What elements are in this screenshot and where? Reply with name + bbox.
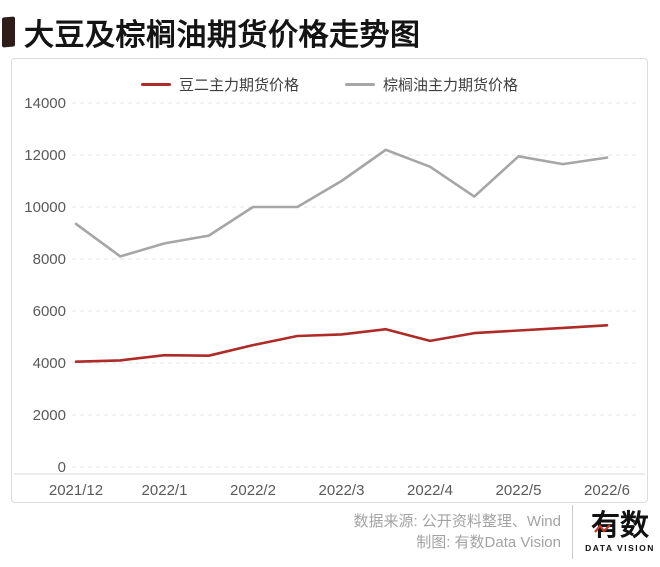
footer: 数据来源: 公开资料整理、Wind 制图: 有数Data Vision 有数 D… bbox=[353, 505, 656, 559]
line-chart: 0 2000 4000 6000 8000 10000 12000 14000 2021/12 2… bbox=[14, 95, 645, 499]
logo-text: 有数 bbox=[591, 511, 649, 541]
x-tick-label: 2022/3 bbox=[319, 482, 365, 499]
chart-card: 豆二主力期货价格 棕榈油主力期货价格 0 2000 4000 6000 8000 10000… bbox=[11, 58, 648, 503]
x-tick-label: 2022/2 bbox=[230, 482, 276, 499]
data-source-line: 数据来源: 公开资料整理、Wind bbox=[353, 513, 561, 530]
y-tick-label: 14000 bbox=[24, 95, 66, 112]
x-tick-label: 2022/5 bbox=[496, 482, 542, 499]
footer-attribution: 数据来源: 公开资料整理、Wind 制图: 有数Data Vision bbox=[353, 511, 561, 553]
legend-line-swatch bbox=[140, 82, 171, 87]
y-tick-label: 10000 bbox=[24, 199, 66, 216]
x-tick-label: 2022/4 bbox=[407, 482, 453, 499]
legend-item-palm-oil: 棕榈油主力期货价格 bbox=[345, 74, 518, 95]
y-tick-label: 12000 bbox=[24, 147, 66, 164]
soybean-series-line bbox=[74, 323, 609, 364]
logo-wave-icon bbox=[594, 523, 611, 533]
legend-item-soybean: 豆二主力期货价格 bbox=[140, 74, 299, 95]
y-tick-label: 0 bbox=[58, 459, 66, 476]
palm-oil-series-line bbox=[74, 148, 609, 258]
legend-label: 棕榈油主力期货价格 bbox=[383, 77, 519, 94]
title-accent-bar bbox=[2, 16, 15, 48]
y-tick-label: 2000 bbox=[33, 407, 66, 424]
y-tick-label: 8000 bbox=[33, 251, 66, 268]
page-title: 大豆及棕榈油期货价格走势图 bbox=[24, 19, 421, 52]
y-tick-label: 4000 bbox=[33, 355, 66, 372]
x-tick-label: 2022/1 bbox=[142, 482, 188, 499]
youshu-logo: 有数 DATA VISION bbox=[584, 511, 656, 553]
chart-legend: 豆二主力期货价格 棕榈油主力期货价格 bbox=[12, 74, 647, 95]
legend-line-swatch bbox=[345, 82, 375, 87]
x-tick-label: 2021/12 bbox=[49, 482, 103, 499]
credit-line: 制图: 有数Data Vision bbox=[416, 534, 561, 551]
logo-subtext: DATA VISION bbox=[585, 542, 655, 553]
x-tick-label: 2022/6 bbox=[584, 482, 630, 499]
page-header: 大豆及棕榈油期货价格走势图 bbox=[2, 10, 421, 54]
legend-label: 豆二主力期货价格 bbox=[178, 77, 299, 94]
y-tick-label: 6000 bbox=[33, 303, 66, 320]
footer-divider bbox=[572, 505, 573, 559]
